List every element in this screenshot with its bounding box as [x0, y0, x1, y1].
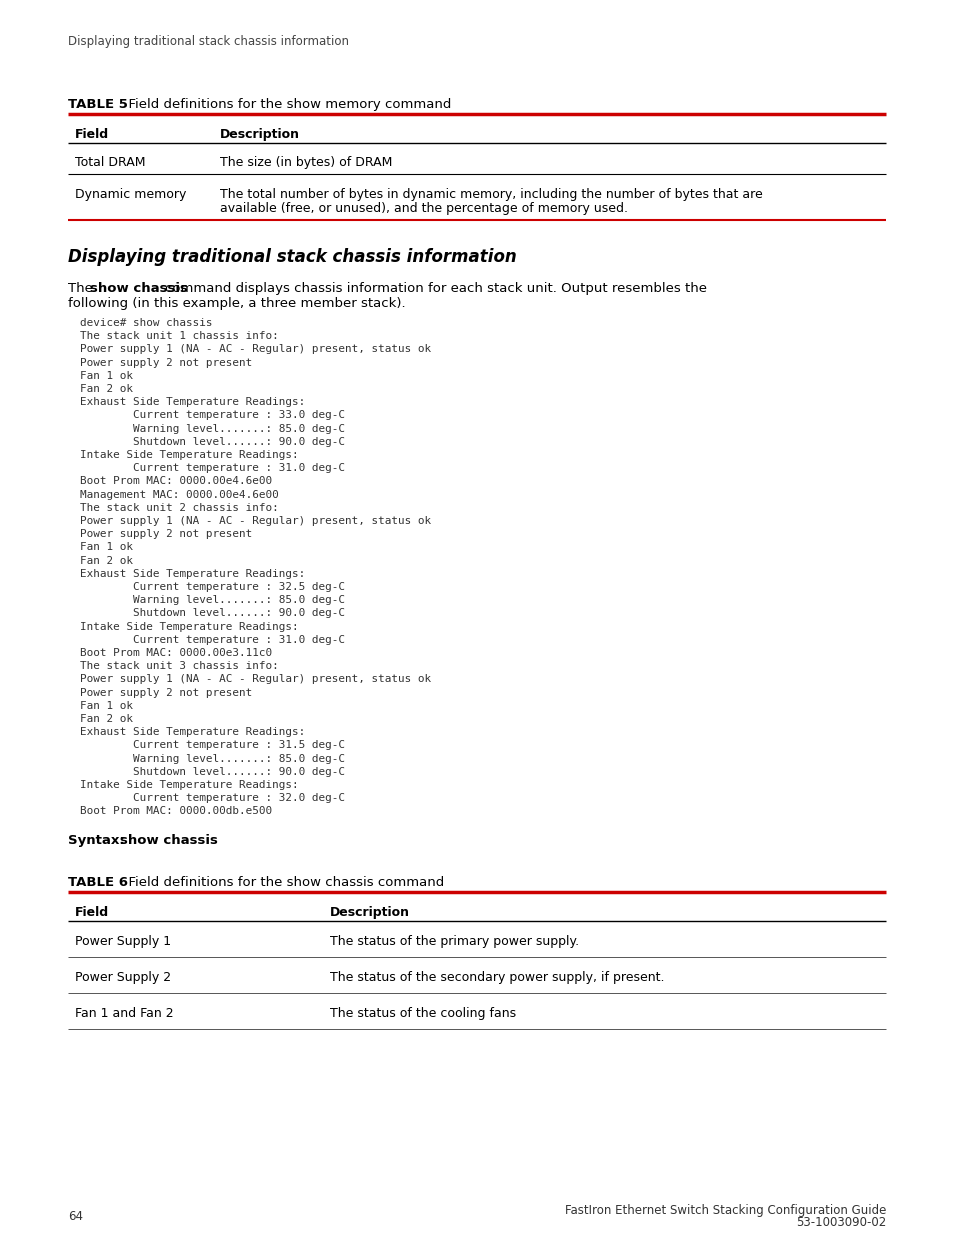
Text: Field: Field — [75, 128, 109, 141]
Text: The total number of bytes in dynamic memory, including the number of bytes that : The total number of bytes in dynamic mem… — [220, 188, 762, 201]
Text: The size (in bytes) of DRAM: The size (in bytes) of DRAM — [220, 156, 392, 169]
Text: show chassis: show chassis — [120, 834, 217, 847]
Text: Total DRAM: Total DRAM — [75, 156, 146, 169]
Text: Fan 1 and Fan 2: Fan 1 and Fan 2 — [75, 1007, 173, 1020]
Text: Current temperature : 32.5 deg-C: Current temperature : 32.5 deg-C — [80, 582, 345, 592]
Text: Power supply 1 (NA - AC - Regular) present, status ok: Power supply 1 (NA - AC - Regular) prese… — [80, 345, 431, 354]
Text: Shutdown level......: 90.0 deg-C: Shutdown level......: 90.0 deg-C — [80, 767, 345, 777]
Text: Shutdown level......: 90.0 deg-C: Shutdown level......: 90.0 deg-C — [80, 609, 345, 619]
Text: Current temperature : 31.5 deg-C: Current temperature : 31.5 deg-C — [80, 741, 345, 751]
Text: The stack unit 2 chassis info:: The stack unit 2 chassis info: — [80, 503, 278, 513]
Text: Intake Side Temperature Readings:: Intake Side Temperature Readings: — [80, 781, 298, 790]
Text: Power supply 2 not present: Power supply 2 not present — [80, 358, 252, 368]
Text: The status of the cooling fans: The status of the cooling fans — [330, 1007, 516, 1020]
Text: Field definitions for the show chassis command: Field definitions for the show chassis c… — [120, 876, 444, 889]
Text: Fan 2 ok: Fan 2 ok — [80, 384, 132, 394]
Text: Current temperature : 32.0 deg-C: Current temperature : 32.0 deg-C — [80, 793, 345, 803]
Text: The status of the secondary power supply, if present.: The status of the secondary power supply… — [330, 971, 664, 983]
Text: Fan 1 ok: Fan 1 ok — [80, 700, 132, 711]
Text: The: The — [68, 282, 97, 295]
Text: Power supply 1 (NA - AC - Regular) present, status ok: Power supply 1 (NA - AC - Regular) prese… — [80, 516, 431, 526]
Text: Fan 2 ok: Fan 2 ok — [80, 556, 132, 566]
Text: The status of the primary power supply.: The status of the primary power supply. — [330, 935, 578, 947]
Text: 64: 64 — [68, 1210, 83, 1223]
Text: command displays chassis information for each stack unit. Output resembles the: command displays chassis information for… — [165, 282, 706, 295]
Text: Current temperature : 31.0 deg-C: Current temperature : 31.0 deg-C — [80, 463, 345, 473]
Text: Intake Side Temperature Readings:: Intake Side Temperature Readings: — [80, 621, 298, 631]
Text: Description: Description — [220, 128, 299, 141]
Text: Field: Field — [75, 905, 109, 919]
Text: Syntax:: Syntax: — [68, 834, 130, 847]
Text: Description: Description — [330, 905, 410, 919]
Text: Fan 2 ok: Fan 2 ok — [80, 714, 132, 724]
Text: Field definitions for the show memory command: Field definitions for the show memory co… — [120, 98, 451, 111]
Text: Power supply 1 (NA - AC - Regular) present, status ok: Power supply 1 (NA - AC - Regular) prese… — [80, 674, 431, 684]
Text: Exhaust Side Temperature Readings:: Exhaust Side Temperature Readings: — [80, 727, 305, 737]
Text: device# show chassis: device# show chassis — [80, 317, 213, 329]
Text: Power supply 2 not present: Power supply 2 not present — [80, 530, 252, 540]
Text: Power supply 2 not present: Power supply 2 not present — [80, 688, 252, 698]
Text: Power Supply 1: Power Supply 1 — [75, 935, 171, 947]
Text: Displaying traditional stack chassis information: Displaying traditional stack chassis inf… — [68, 35, 349, 48]
Text: Warning level.......: 85.0 deg-C: Warning level.......: 85.0 deg-C — [80, 424, 345, 433]
Text: Exhaust Side Temperature Readings:: Exhaust Side Temperature Readings: — [80, 398, 305, 408]
Text: Exhaust Side Temperature Readings:: Exhaust Side Temperature Readings: — [80, 569, 305, 579]
Text: Power Supply 2: Power Supply 2 — [75, 971, 171, 983]
Text: Intake Side Temperature Readings:: Intake Side Temperature Readings: — [80, 450, 298, 459]
Text: Dynamic memory: Dynamic memory — [75, 188, 186, 201]
Text: Current temperature : 33.0 deg-C: Current temperature : 33.0 deg-C — [80, 410, 345, 420]
Text: Shutdown level......: 90.0 deg-C: Shutdown level......: 90.0 deg-C — [80, 437, 345, 447]
Text: Boot Prom MAC: 0000.00db.e500: Boot Prom MAC: 0000.00db.e500 — [80, 806, 272, 816]
Text: Displaying traditional stack chassis information: Displaying traditional stack chassis inf… — [68, 248, 517, 266]
Text: TABLE 6: TABLE 6 — [68, 876, 128, 889]
Text: Management MAC: 0000.00e4.6e00: Management MAC: 0000.00e4.6e00 — [80, 489, 278, 500]
Text: Warning level.......: 85.0 deg-C: Warning level.......: 85.0 deg-C — [80, 595, 345, 605]
Text: available (free, or unused), and the percentage of memory used.: available (free, or unused), and the per… — [220, 203, 627, 215]
Text: Boot Prom MAC: 0000.00e4.6e00: Boot Prom MAC: 0000.00e4.6e00 — [80, 477, 272, 487]
Text: Boot Prom MAC: 0000.00e3.11c0: Boot Prom MAC: 0000.00e3.11c0 — [80, 648, 272, 658]
Text: Current temperature : 31.0 deg-C: Current temperature : 31.0 deg-C — [80, 635, 345, 645]
Text: FastIron Ethernet Switch Stacking Configuration Guide: FastIron Ethernet Switch Stacking Config… — [564, 1204, 885, 1216]
Text: The stack unit 3 chassis info:: The stack unit 3 chassis info: — [80, 661, 278, 671]
Text: Fan 1 ok: Fan 1 ok — [80, 542, 132, 552]
Text: following (in this example, a three member stack).: following (in this example, a three memb… — [68, 296, 405, 310]
Text: Fan 1 ok: Fan 1 ok — [80, 370, 132, 380]
Text: show chassis: show chassis — [90, 282, 188, 295]
Text: The stack unit 1 chassis info:: The stack unit 1 chassis info: — [80, 331, 278, 341]
Text: 53-1003090-02: 53-1003090-02 — [795, 1216, 885, 1229]
Text: Warning level.......: 85.0 deg-C: Warning level.......: 85.0 deg-C — [80, 753, 345, 763]
Text: TABLE 5: TABLE 5 — [68, 98, 128, 111]
